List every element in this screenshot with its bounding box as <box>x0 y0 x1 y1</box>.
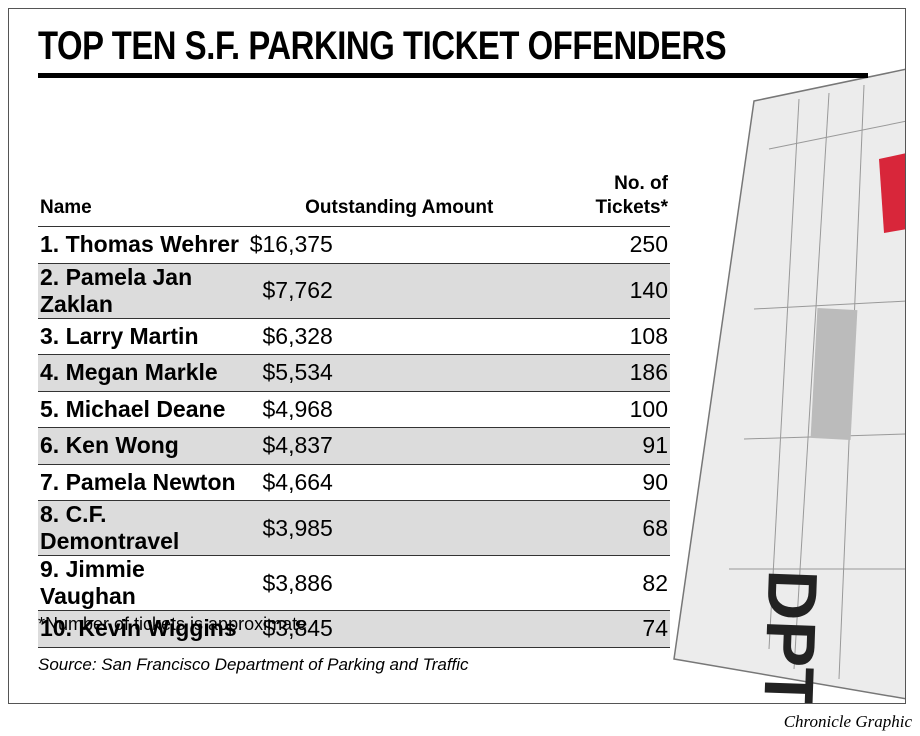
table-cell: 250 <box>550 226 670 263</box>
table-cell: 140 <box>550 262 670 318</box>
table-cell: 1. Thomas Wehrer <box>38 226 248 263</box>
table-row: 10. Kevin Wiggins $3,845 74 <box>38 610 670 648</box>
table-cell: $4,837 <box>247 427 551 464</box>
offenders-table: Name Outstanding Amount No. of Tickets* 1.… <box>38 172 670 648</box>
table-cell: 5. Michael Deane <box>38 390 248 428</box>
table-cell: 90 <box>550 463 670 501</box>
column-header: Outstanding Amount <box>305 197 494 218</box>
table-row: 7. Pamela Newton $4,664 90 <box>38 463 670 501</box>
table-cell: $16,375 <box>247 226 551 263</box>
table-row: 6. Ken Wong $4,837 91 <box>38 427 670 464</box>
table-cell: $6,328 <box>247 317 551 355</box>
source: Source: San Francisco Department of Park… <box>38 655 469 674</box>
table-cell: 3. Larry Martin <box>38 317 248 355</box>
table-cell: 186 <box>550 354 670 391</box>
table-cell: 7. Pamela Newton <box>38 463 248 501</box>
table-row: 5. Michael Deane $4,968 100 <box>38 390 670 428</box>
footnote: *Number of tickets is approximate <box>38 614 308 634</box>
table-cell: $4,968 <box>247 390 551 428</box>
ticket-red-tab <box>879 153 905 233</box>
ticket-paper <box>673 68 905 700</box>
table-cell: $3,985 <box>247 500 551 556</box>
table-cell: $5,534 <box>247 354 551 391</box>
table-cell: $3,886 <box>247 555 551 611</box>
credit: Chronicle Graphic <box>783 712 912 731</box>
header-row: Name Outstanding Amount No. of Tickets* <box>38 172 670 227</box>
table-body: 1. Thomas Wehrer $16,375 250 2. Pamela Jan … <box>38 226 670 648</box>
table-cell: 2. Pamela Jan Zaklan <box>38 262 248 318</box>
table-cell: 8. C.F. Demontravel <box>38 500 248 556</box>
table-cell: 4. Megan Markle <box>38 354 248 391</box>
column-header: No. of Tickets* <box>595 173 668 218</box>
table-row: 9. Jimmie Vaughan $3,886 82 <box>38 555 670 611</box>
table-row: 3. Larry Martin $6,328 108 <box>38 317 670 355</box>
table-row: 1. Thomas Wehrer $16,375 250 <box>38 226 670 263</box>
table-cell: $3,845 <box>247 610 551 648</box>
table-cell: 68 <box>550 500 670 556</box>
table-cell: 82 <box>550 555 670 611</box>
table-cell: 6. Ken Wong <box>38 427 248 464</box>
graphic-frame: DPT <box>8 8 906 704</box>
ticket-logo: DPT <box>749 568 832 704</box>
table-cell: $4,664 <box>247 463 551 501</box>
ticket-illustration: DPT <box>673 68 905 704</box>
table-cell: 91 <box>550 427 670 464</box>
table-cell: $7,762 <box>247 262 551 318</box>
table-cell: 100 <box>550 390 670 428</box>
table-cell: 74 <box>550 610 670 648</box>
table-cell: 9. Jimmie Vaughan <box>38 555 248 611</box>
table-row: 4. Megan Markle $5,534 186 <box>38 354 670 391</box>
ticket-boxes <box>810 308 858 440</box>
table-row: 8. C.F. Demontravel $3,985 68 <box>38 500 670 556</box>
table-cell: 108 <box>550 317 670 355</box>
title: TOP TEN S.F. PARKING TICKET OFFENDERS <box>38 24 727 68</box>
title-rule <box>38 73 868 78</box>
table-cell: 10. Kevin Wiggins <box>38 610 248 648</box>
column-header: Name <box>40 197 92 218</box>
table-row: 2. Pamela Jan Zaklan $7,762 140 <box>38 262 670 318</box>
